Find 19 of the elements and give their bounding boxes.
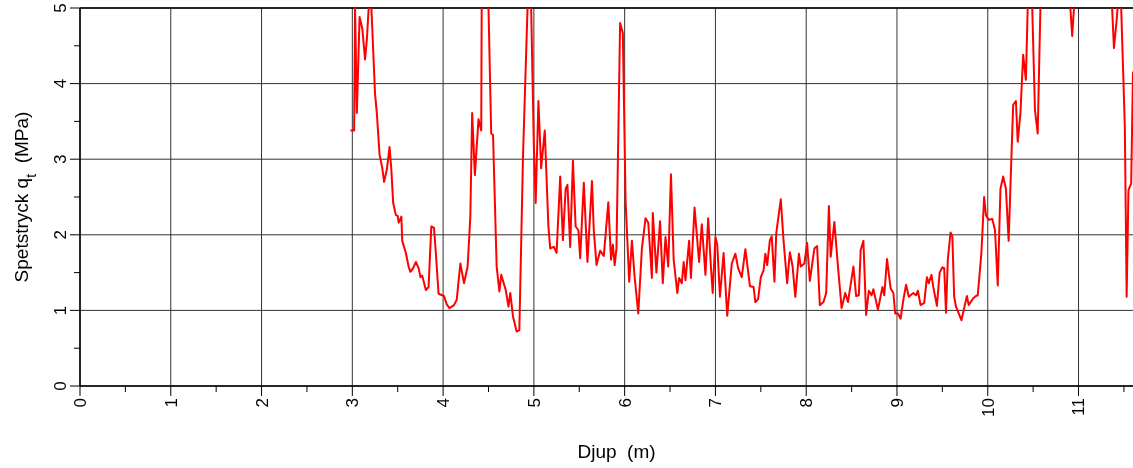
y-tick-label: 0 bbox=[51, 381, 70, 391]
y-tick-label: 1 bbox=[51, 305, 70, 316]
x-tick-label: 11 bbox=[1069, 398, 1089, 416]
x-tick-label: 0 bbox=[70, 398, 90, 408]
x-tick-label: 9 bbox=[887, 398, 907, 408]
x-tick-label: 4 bbox=[434, 398, 454, 408]
x-tick-label: 5 bbox=[524, 398, 544, 408]
x-tick-label: 1 bbox=[161, 398, 181, 408]
x-tick-label: 2 bbox=[252, 398, 272, 408]
x-tick-label: 6 bbox=[615, 398, 635, 408]
x-tick-label: 3 bbox=[343, 398, 363, 408]
y-tick-label: 3 bbox=[51, 154, 70, 164]
x-tick-label: 7 bbox=[706, 398, 726, 408]
y-tick-label: 2 bbox=[51, 230, 70, 240]
x-tick-label: 10 bbox=[978, 398, 998, 417]
x-tick-label: 8 bbox=[797, 398, 817, 408]
x-axis-title: Djup (m) bbox=[577, 441, 656, 462]
y-tick-label: 4 bbox=[51, 78, 70, 89]
y-tick-label: 5 bbox=[51, 3, 70, 13]
